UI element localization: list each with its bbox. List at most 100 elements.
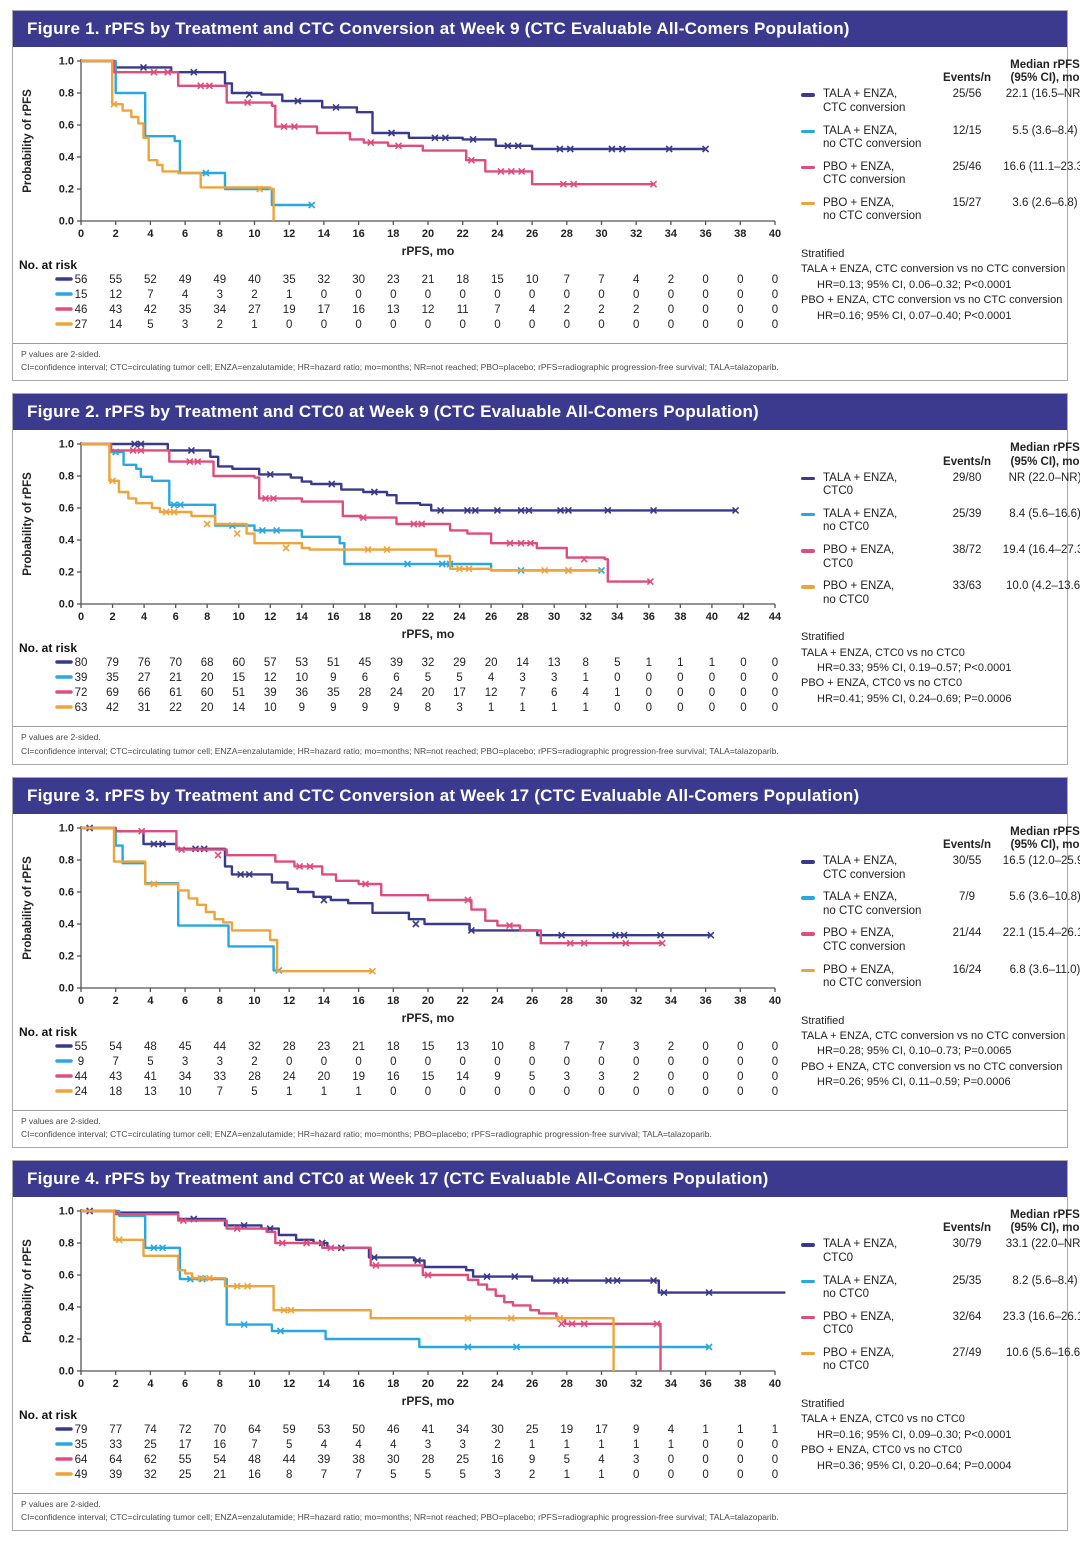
legend-header-events: Events/n (943, 455, 991, 468)
x-tick-label: 20 (390, 611, 402, 623)
figure-4-legend: Events/n Median rPFS (95% CI), mo TALA + EN… (801, 1209, 1080, 1383)
at-risk-count: 8 (286, 1469, 292, 1481)
at-risk-count: 9 (393, 702, 399, 714)
km-curve-orange (81, 826, 373, 973)
figure-3-panel: Figure 3. rPFS by Treatment and CTC Conv… (12, 776, 1080, 1149)
at-risk-count: 7 (217, 1086, 223, 1098)
figure-1-body: 0.0 0.2 0.4 0.6 0.8 1.0 Probability of rPFS 0 2 4… (13, 47, 1080, 343)
at-risk-count: 4 (668, 1424, 675, 1436)
footnote-abbreviations: CI=confidence interval; CTC=circulating … (21, 1512, 779, 1523)
at-risk-count: 64 (75, 1454, 88, 1466)
at-risk-count: 0 (737, 1439, 743, 1451)
series-label: TALA + ENZA, no CTC conversion (823, 124, 922, 151)
at-risk-count: 1 (646, 657, 652, 669)
x-tick-label: 4 (147, 995, 154, 1007)
y-tick-label: 0.4 (59, 1302, 75, 1314)
at-risk-count: 0 (494, 289, 500, 301)
x-tick-label: 18 (387, 1378, 399, 1390)
series-label: TALA + ENZA, no CTC0 (823, 507, 898, 534)
at-risk-count: 0 (772, 672, 778, 684)
at-risk-count: 0 (737, 274, 743, 286)
at-risk-count: 0 (646, 702, 652, 714)
series-events: 38/72 (952, 544, 982, 557)
at-risk-count: 0 (737, 289, 743, 301)
at-risk-count: 0 (702, 274, 708, 286)
x-tick-label: 10 (233, 611, 245, 623)
at-risk-count: 0 (425, 1086, 431, 1098)
y-tick-label: 0.4 (59, 535, 75, 547)
at-risk-count: 0 (633, 289, 639, 301)
at-risk-count: 0 (702, 304, 708, 316)
x-tick-label: 22 (457, 995, 469, 1007)
at-risk-count: 9 (78, 1056, 84, 1068)
x-tick-label: 6 (182, 995, 188, 1007)
y-tick-label: 1.0 (59, 439, 74, 451)
x-tick-label: 30 (595, 228, 607, 240)
at-risk-count: 1 (668, 1439, 674, 1451)
at-risk-count: 55 (75, 1041, 88, 1053)
at-risk-count: 9 (330, 702, 336, 714)
legend-dash-navy (801, 476, 815, 481)
km-curve-cyan (81, 59, 312, 207)
at-risk-count: 25 (179, 1469, 192, 1481)
figure-1-km-chart: 0.0 0.2 0.4 0.6 0.8 1.0 Probability of rPFS 0 2 4… (17, 51, 795, 340)
stratified-hr-line: HR=0.41; 95% CI, 0.24–0.69; P=0.0006 (817, 692, 1012, 705)
footnote-abbreviations: CI=confidence interval; CTC=circulating … (21, 362, 779, 373)
series-events: 12/15 (952, 124, 982, 137)
at-risk-count: 38 (352, 1454, 365, 1466)
stratified-hr-line: HR=0.28; 95% CI, 0.10–0.73; P=0.0065 (817, 1045, 1012, 1058)
at-risk-count: 1 (286, 289, 292, 301)
at-risk-count: 35 (179, 304, 192, 316)
at-risk-count: 12 (485, 687, 498, 699)
at-risk-count: 4 (598, 1454, 605, 1466)
series-median: NR (22.0–NR) (1008, 471, 1080, 484)
at-risk-count: 3 (459, 1439, 465, 1451)
figure-2-footnote: P values are 2-sided. CI=confidence inte… (13, 726, 1067, 763)
at-risk-count: 0 (668, 289, 674, 301)
x-tick-label: 24 (491, 1378, 504, 1390)
at-risk-count: 0 (668, 1071, 674, 1083)
at-risk-count: 0 (668, 1086, 674, 1098)
x-tick-label: 12 (283, 995, 295, 1007)
at-risk-count: 18 (109, 1086, 122, 1098)
at-risk-count: 24 (75, 1086, 88, 1098)
at-risk-count: 46 (75, 304, 88, 316)
at-risk-count: 16 (213, 1439, 226, 1451)
no-at-risk-label: No. at risk (19, 641, 77, 655)
y-tick-label: 0.0 (59, 1366, 74, 1378)
legend-header-median: Median rPFS (95% CI), mo (1010, 442, 1080, 468)
x-tick-label: 22 (457, 228, 469, 240)
x-tick-label: 0 (78, 995, 84, 1007)
x-tick-label: 16 (352, 995, 364, 1007)
at-risk-count: 0 (702, 1439, 708, 1451)
at-risk-count: 3 (633, 1041, 639, 1053)
at-risk-count: 6 (362, 672, 368, 684)
at-risk-count: 0 (390, 319, 396, 331)
km-curve-pink (81, 443, 651, 584)
series-median: 3.6 (2.6–6.8) (1012, 196, 1078, 209)
at-risk-count: 1 (551, 702, 557, 714)
at-risk-count: 55 (179, 1454, 192, 1466)
legend-header-median: Median rPFS (95% CI), mo (1010, 1209, 1080, 1235)
at-risk-count: 0 (564, 1086, 570, 1098)
at-risk-count: 35 (75, 1439, 88, 1451)
at-risk-count: 14 (456, 1071, 469, 1083)
at-risk-count: 14 (232, 702, 245, 714)
y-tick-label: 0.0 (59, 216, 74, 228)
at-risk-count: 55 (109, 274, 122, 286)
legend-dash-navy (801, 1243, 815, 1247)
figure-4-km-chart: 0.0 0.2 0.4 0.6 0.8 1.0 Probability of rPFS 0 2 4… (17, 1201, 795, 1490)
at-risk-count: 0 (709, 702, 715, 714)
at-risk-count: 28 (283, 1041, 296, 1053)
at-risk-count: 0 (633, 319, 639, 331)
at-risk-count: 0 (633, 1469, 639, 1481)
at-risk-count: 8 (529, 1041, 535, 1053)
x-tick-label: 16 (352, 228, 364, 240)
at-risk-count: 20 (318, 1071, 331, 1083)
at-risk-count: 0 (425, 289, 431, 301)
at-risk-count: 14 (516, 657, 529, 669)
at-risk-count: 1 (702, 1424, 708, 1436)
